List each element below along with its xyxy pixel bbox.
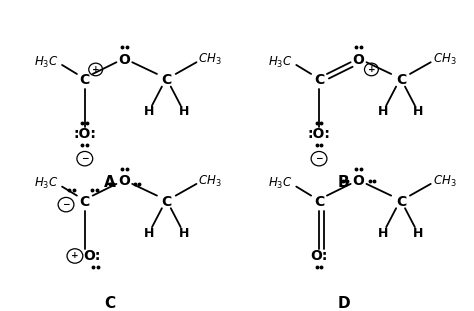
Text: O:: O:	[310, 249, 328, 263]
Text: O: O	[353, 174, 365, 188]
Text: $CH_3$: $CH_3$	[433, 52, 456, 67]
Text: $CH_3$: $CH_3$	[199, 174, 222, 189]
Text: $H_3C$: $H_3C$	[268, 55, 292, 70]
Text: $H_3C$: $H_3C$	[268, 176, 292, 192]
Text: C: C	[314, 73, 324, 87]
Text: −: −	[81, 154, 89, 163]
Text: A: A	[104, 174, 115, 190]
Text: :O:: :O:	[73, 127, 96, 141]
Text: +: +	[368, 65, 375, 74]
Text: C: C	[162, 73, 172, 87]
Text: H: H	[378, 105, 389, 118]
Text: $CH_3$: $CH_3$	[433, 174, 456, 189]
Text: O:: O:	[83, 249, 100, 263]
Text: H: H	[144, 227, 154, 240]
Text: C: C	[396, 195, 406, 209]
Text: H: H	[378, 227, 389, 240]
Text: H: H	[178, 227, 189, 240]
Text: H: H	[413, 105, 423, 118]
Text: $H_3C$: $H_3C$	[34, 55, 58, 70]
Text: :O:: :O:	[308, 127, 330, 141]
Text: O: O	[118, 174, 130, 188]
Text: C: C	[104, 296, 115, 311]
Text: $CH_3$: $CH_3$	[199, 52, 222, 67]
Text: C: C	[314, 195, 324, 209]
Text: O: O	[118, 53, 130, 67]
Text: +: +	[71, 252, 79, 261]
Text: $H_3C$: $H_3C$	[34, 176, 58, 192]
Text: H: H	[144, 105, 154, 118]
Text: B: B	[338, 174, 349, 190]
Text: C: C	[162, 195, 172, 209]
Text: C: C	[80, 73, 90, 87]
Text: O: O	[353, 53, 365, 67]
Text: H: H	[413, 227, 423, 240]
Text: D: D	[337, 296, 350, 311]
Text: C: C	[396, 73, 406, 87]
Text: +: +	[92, 65, 100, 74]
Text: −: −	[315, 154, 323, 163]
Text: C: C	[80, 195, 90, 209]
Text: −: −	[62, 200, 70, 209]
Text: H: H	[178, 105, 189, 118]
